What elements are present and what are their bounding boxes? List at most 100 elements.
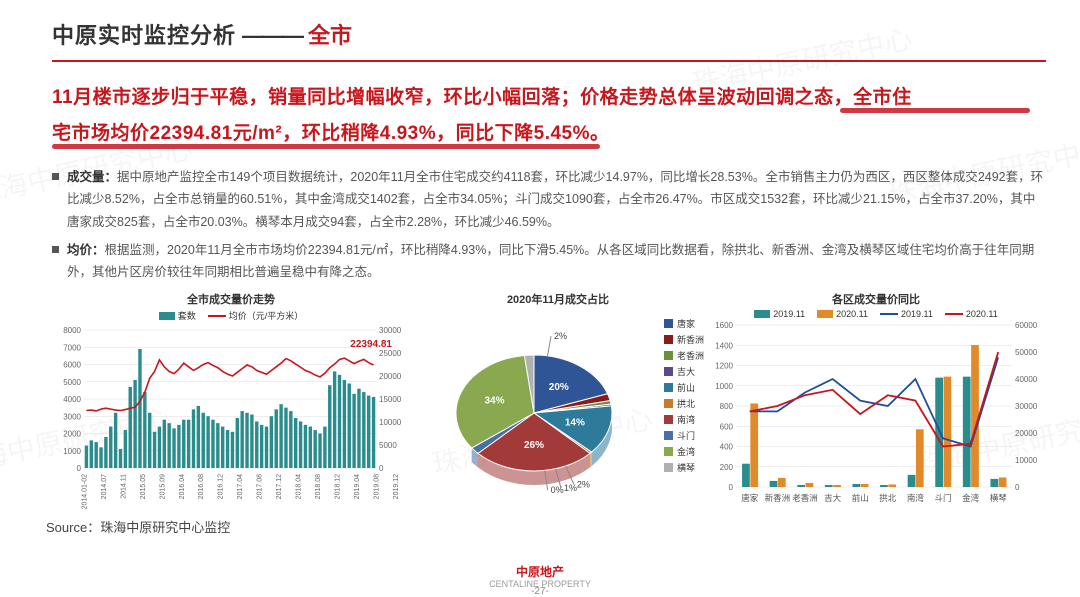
chart2-title: 2020年11月成交占比 [416, 291, 700, 307]
bullet-title: 均价： [67, 243, 105, 257]
title-main: 中原实时监控分析 [52, 18, 236, 50]
svg-text:2016.04: 2016.04 [179, 474, 186, 499]
svg-text:新香洲: 新香洲 [765, 493, 791, 503]
headline-line1: 11月楼市逐步归于平稳，销量同比增幅收窄，环比小幅回落；价格走势总体呈波动回调之… [52, 87, 912, 108]
svg-text:1200: 1200 [715, 362, 733, 371]
svg-text:5000: 5000 [63, 378, 81, 387]
svg-text:斗门: 斗门 [934, 493, 951, 503]
chart1-svg: 0100020003000400050006000700080000500010… [52, 324, 410, 510]
svg-text:200: 200 [720, 463, 734, 472]
svg-text:2019.12: 2019.12 [393, 474, 400, 499]
svg-text:30000: 30000 [379, 326, 402, 335]
title-sub: 全市 [308, 18, 352, 50]
divider [52, 60, 1046, 62]
svg-text:40000: 40000 [1015, 375, 1038, 384]
svg-text:2018.04: 2018.04 [296, 474, 303, 499]
svg-text:25000: 25000 [379, 349, 402, 358]
source-text: Source：珠海中原研究中心监控 [46, 517, 410, 536]
svg-text:26%: 26% [524, 440, 544, 451]
svg-text:前山: 前山 [852, 493, 869, 503]
chart3-legend: 2019.112020.112019.112020.11 [706, 309, 1046, 319]
svg-text:2014.01-02: 2014.01-02 [81, 474, 88, 510]
svg-text:20000: 20000 [1015, 429, 1038, 438]
svg-text:2017.08: 2017.08 [257, 474, 264, 499]
headline-line2: 宅市场均价22394.81元/m²，环比稍降4.93%，同比下降5.45%。 [52, 123, 610, 144]
svg-text:10000: 10000 [379, 418, 402, 427]
svg-text:0%: 0% [551, 486, 564, 496]
svg-text:2017.04: 2017.04 [237, 474, 244, 499]
chart1-callout: 22394.81 [350, 339, 392, 350]
svg-text:老香洲: 老香洲 [792, 493, 818, 503]
svg-text:0: 0 [77, 464, 82, 473]
title-dash: ——— [242, 23, 302, 49]
svg-text:15000: 15000 [379, 395, 402, 404]
svg-text:20%: 20% [549, 382, 569, 393]
svg-text:10000: 10000 [1015, 456, 1038, 465]
page-number: -27- [531, 586, 549, 597]
svg-text:2016.08: 2016.08 [198, 474, 205, 499]
svg-text:14%: 14% [565, 418, 585, 429]
svg-text:5000: 5000 [379, 441, 397, 450]
svg-text:0: 0 [379, 464, 384, 473]
svg-text:50000: 50000 [1015, 348, 1038, 357]
bullet-square-icon [52, 246, 59, 253]
svg-text:2014.11: 2014.11 [120, 474, 127, 499]
chart2-svg: 20%14%26%34%2%2%1%0% [416, 309, 664, 507]
svg-text:吉大: 吉大 [824, 493, 842, 503]
svg-text:唐家: 唐家 [741, 493, 759, 503]
svg-text:2016.12: 2016.12 [218, 474, 225, 499]
svg-text:34%: 34% [484, 396, 504, 407]
bullet-body: 根据监测，2020年11月全市市场均价22394.81元/㎡，环比稍降4.93%… [67, 243, 1034, 279]
svg-text:1000: 1000 [63, 447, 81, 456]
svg-text:60000: 60000 [1015, 321, 1038, 330]
svg-text:2015.05: 2015.05 [140, 474, 147, 499]
svg-text:2018.08: 2018.08 [315, 474, 322, 499]
svg-text:2000: 2000 [63, 430, 81, 439]
svg-text:1400: 1400 [715, 342, 733, 351]
chart-district-compare: 各区成交量价同比 2019.112020.112019.112020.11 0 2… [706, 291, 1046, 536]
chart1-title: 全市成交量价走势 [52, 291, 410, 307]
page-title: 中原实时监控分析 ——— 全市 [52, 18, 1046, 50]
svg-text:2017.12: 2017.12 [276, 474, 283, 499]
svg-text:2%: 2% [554, 332, 567, 342]
svg-text:2019.04: 2019.04 [354, 474, 361, 499]
svg-text:2019.08: 2019.08 [373, 474, 380, 499]
svg-text:600: 600 [720, 423, 734, 432]
svg-text:2%: 2% [577, 480, 590, 490]
svg-text:4000: 4000 [63, 395, 81, 404]
bullet-item: 成交量：据中原地产监控全市149个项目数据统计，2020年11月全市住宅成交约4… [52, 166, 1046, 233]
legend-label: 均价（元/平方米） [229, 309, 304, 322]
chart-volume-price-trend: 全市成交量价走势 套数 均价（元/平方米） 0 1000 2000 3000 4000 5… [52, 291, 410, 536]
svg-text:400: 400 [720, 443, 734, 452]
chart3-title: 各区成交量价同比 [706, 291, 1046, 307]
chart1-legend: 套数 均价（元/平方米） [52, 309, 410, 322]
svg-text:800: 800 [720, 402, 734, 411]
svg-text:20000: 20000 [379, 372, 402, 381]
legend-label: 套数 [178, 309, 196, 322]
svg-text:0: 0 [729, 483, 734, 492]
bullet-body: 据中原地产监控全市149个项目数据统计，2020年11月全市住宅成交约4118套… [67, 170, 1043, 229]
svg-text:2018.12: 2018.12 [335, 474, 342, 499]
chart-pie-share: 2020年11月成交占比 20%14%26%34%2%2%1%0% 唐家新香洲老… [416, 291, 700, 536]
svg-text:金湾: 金湾 [962, 493, 980, 503]
svg-text:1%: 1% [564, 483, 577, 493]
bullet-item: 均价：根据监测，2020年11月全市市场均价22394.81元/㎡，环比稍降4.… [52, 239, 1046, 284]
bullet-title: 成交量： [67, 170, 117, 184]
svg-text:拱北: 拱北 [879, 493, 897, 503]
svg-text:6000: 6000 [63, 361, 81, 370]
svg-text:1600: 1600 [715, 321, 733, 330]
svg-text:30000: 30000 [1015, 402, 1038, 411]
svg-text:2015.09: 2015.09 [159, 474, 166, 499]
bullet-square-icon [52, 173, 59, 180]
headline: 11月楼市逐步归于平稳，销量同比增幅收窄，环比小幅回落；价格走势总体呈波动回调之… [52, 80, 1046, 152]
bullet-list: 成交量：据中原地产监控全市149个项目数据统计，2020年11月全市住宅成交约4… [52, 166, 1046, 283]
svg-text:南湾: 南湾 [907, 493, 925, 503]
chart3-svg: 0 200 400 600 800 1000 1200 1400 1600 0 10000 20000… [706, 321, 1046, 505]
svg-text:3000: 3000 [63, 413, 81, 422]
svg-text:横琴: 横琴 [990, 493, 1008, 503]
chart2-legend: 唐家新香洲老香洲吉大前山拱北南湾斗门金湾横琴 [664, 317, 704, 477]
svg-text:2014.07: 2014.07 [101, 474, 108, 499]
svg-text:1000: 1000 [715, 382, 733, 391]
svg-text:8000: 8000 [63, 326, 81, 335]
svg-text:0: 0 [1015, 483, 1020, 492]
